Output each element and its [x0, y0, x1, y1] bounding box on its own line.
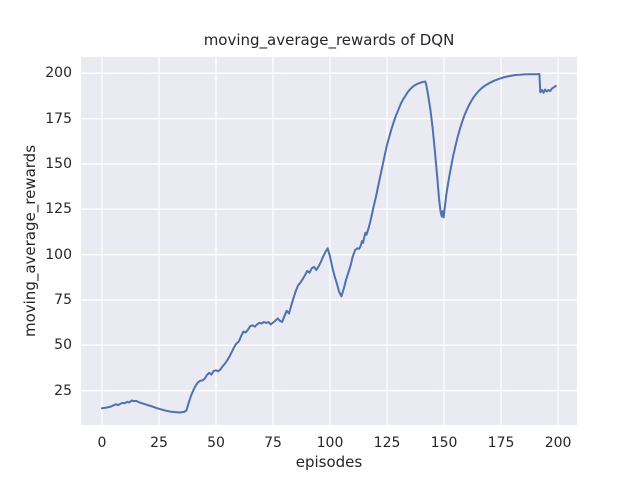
- x-axis-label: episodes: [295, 453, 363, 471]
- x-tick-label: 100: [316, 435, 344, 451]
- y-tick-label: 200: [45, 65, 72, 82]
- x-tick-label: 50: [207, 435, 225, 451]
- y-tick-label: 75: [54, 291, 72, 308]
- data-line: [101, 73, 557, 414]
- plot-area: [81, 57, 577, 425]
- x-tick-label: 75: [264, 435, 282, 451]
- x-tick-label: 125: [373, 435, 401, 451]
- y-tick-label: 25: [54, 382, 72, 399]
- y-tick-label: 100: [45, 246, 72, 263]
- chart-title: moving_average_rewards of DQN: [203, 31, 455, 49]
- y-tick-label: 125: [45, 201, 72, 218]
- x-tick-label: 0: [97, 435, 107, 451]
- y-tick-label: 175: [45, 110, 72, 127]
- x-tick-label: 150: [430, 435, 458, 451]
- x-tick-label: 200: [544, 435, 572, 451]
- x-tick-label: 25: [150, 435, 168, 451]
- y-tick-label: 50: [54, 337, 72, 354]
- line-chart-svg: [81, 57, 577, 425]
- x-tick-label: 175: [487, 435, 515, 451]
- y-tick-label: 150: [45, 155, 72, 172]
